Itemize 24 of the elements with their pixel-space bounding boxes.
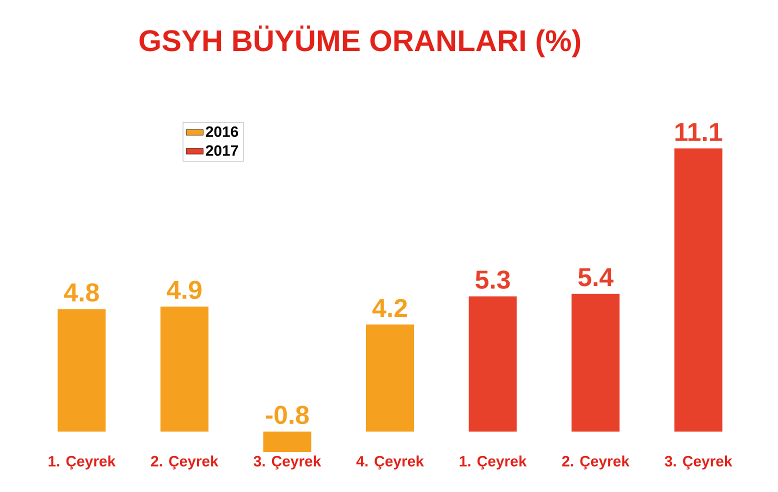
bar <box>58 309 106 432</box>
legend-label: 2017 <box>206 145 238 156</box>
x-tick-label: 2. Çeyrek <box>562 456 630 470</box>
data-label: 4.2 <box>372 298 407 317</box>
bar <box>674 148 722 432</box>
bar <box>160 306 208 432</box>
x-tick-label: 1. Çeyrek <box>48 456 116 470</box>
x-tick-label: 1. Çeyrek <box>460 456 527 470</box>
bar <box>572 294 620 432</box>
x-tick-label: 3. Çeyrek <box>664 456 732 470</box>
data-label: 11.1 <box>675 123 722 141</box>
bar <box>263 432 312 452</box>
data-label: 4.8 <box>64 283 99 302</box>
x-tick-label: 3. Çeyrek <box>254 456 322 470</box>
data-label: 5.4 <box>578 268 614 286</box>
data-label: -0.8 <box>266 406 309 424</box>
bar <box>468 296 517 432</box>
x-tick-label: 4. Çeyrek <box>356 456 424 470</box>
x-tick-label: 2. Çeyrek <box>151 456 218 470</box>
legend-label: 2016 <box>206 126 238 137</box>
data-label: 5.3 <box>476 270 510 289</box>
bar <box>366 324 414 432</box>
chart-title: GSYH BÜYÜME ORANLARI (%) <box>140 26 580 58</box>
data-label: 4.9 <box>166 280 202 300</box>
